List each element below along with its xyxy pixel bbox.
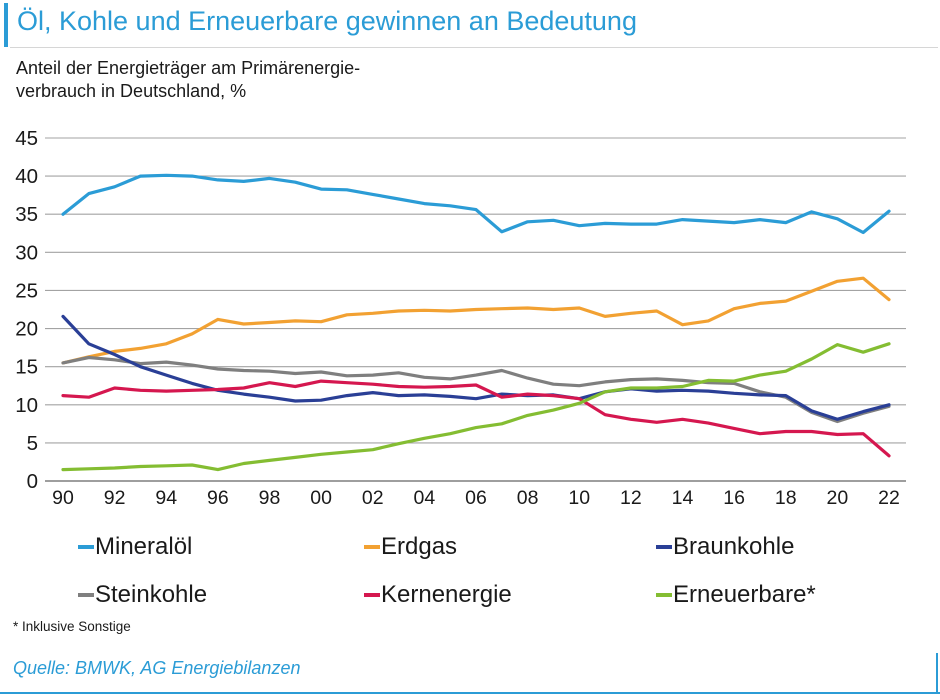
series-line-steinkohle — [61, 355, 891, 424]
y-tick-label-0: 0 — [27, 470, 38, 493]
title-rule — [10, 47, 938, 48]
legend-label-mineral-l: Mineralöl — [95, 533, 193, 560]
x-tick-label-02: 02 — [362, 487, 384, 509]
y-tick-label-10: 10 — [15, 394, 38, 417]
y-tick-label-35: 35 — [15, 203, 38, 226]
chart-subtitle: Anteil der Energieträger am Primärenergi… — [16, 57, 360, 103]
x-tick-label-00: 00 — [310, 487, 332, 509]
y-tick-label-30: 30 — [15, 241, 38, 264]
x-tick-label-98: 98 — [259, 487, 281, 509]
bottom-right-accent — [936, 653, 938, 693]
legend-label-erdgas: Erdgas — [381, 533, 458, 560]
legend-item-steinkohle: Steinkohle — [78, 581, 207, 609]
bottom-rule — [0, 692, 940, 694]
source-caption: Quelle: BMWK, AG Energiebilanzen — [13, 658, 301, 678]
y-tick-label-15: 15 — [15, 356, 38, 379]
subtitle-line-1: Anteil der Energieträger am Primärenergi… — [16, 58, 361, 78]
x-tick-label-18: 18 — [775, 487, 797, 509]
legend-swatch-kernenergie — [364, 593, 380, 597]
series-line-erdgas — [61, 276, 891, 365]
x-tick-label-92: 92 — [104, 487, 126, 509]
y-tick-label-40: 40 — [15, 165, 38, 188]
x-tick-label-96: 96 — [207, 487, 229, 509]
legend-swatch-mineral-l — [78, 545, 94, 549]
legend-swatch-erdgas — [364, 545, 380, 549]
y-tick-label-5: 5 — [27, 432, 38, 455]
series-line-braunkohle — [61, 314, 891, 421]
x-tick-label-90: 90 — [52, 487, 74, 509]
x-tick-label-22: 22 — [878, 487, 900, 509]
legend-item-kernenergie: Kernenergie — [364, 581, 512, 609]
x-tick-label-04: 04 — [414, 487, 436, 509]
x-tick-label-06: 06 — [465, 487, 487, 509]
y-tick-label-25: 25 — [15, 279, 38, 302]
x-tick-label-12: 12 — [620, 487, 642, 509]
series-line-kernenergie — [61, 379, 891, 458]
legend-item-braunkohle: Braunkohle — [656, 533, 794, 561]
footnote: * Inklusive Sonstige — [13, 619, 131, 634]
y-tick-label-45: 45 — [15, 127, 38, 150]
legend-item-erneuerbare: Erneuerbare* — [656, 581, 816, 609]
x-tick-label-08: 08 — [517, 487, 539, 509]
legend-label-steinkohle: Steinkohle — [95, 581, 208, 608]
legend-item-erdgas: Erdgas — [364, 533, 457, 561]
legend-label-erneuerbare: Erneuerbare* — [673, 581, 816, 608]
line-chart: 0 5 10 15 20 25 30 35 40 45 90 92 94 96 98 00 02 04 06 08 10… — [15, 127, 906, 509]
legend-swatch-braunkohle — [656, 545, 672, 549]
legend-swatch-erneuerbare — [656, 593, 672, 597]
subtitle-line-2: verbrauch in Deutschland, % — [16, 81, 247, 101]
x-tick-label-16: 16 — [723, 487, 745, 509]
page-title: Öl, Kohle und Erneuerbare gewinnen an Be… — [17, 6, 637, 36]
legend-label-braunkohle: Braunkohle — [673, 533, 795, 560]
x-tick-label-14: 14 — [672, 487, 694, 509]
x-tick-label-94: 94 — [155, 487, 177, 509]
chart-legend: Mineralöl Erdgas Braunkohle Steinkohle Kerne… — [0, 525, 940, 617]
x-tick-label-10: 10 — [568, 487, 590, 509]
series-line-mineral-l — [61, 173, 891, 235]
series-line-erneuerbare — [61, 342, 891, 472]
title-accent-bar — [4, 3, 8, 47]
legend-label-kernenergie: Kernenergie — [381, 581, 512, 608]
y-tick-label-20: 20 — [15, 318, 38, 341]
legend-item-mineral-l: Mineralöl — [78, 533, 192, 561]
legend-swatch-steinkohle — [78, 593, 94, 597]
x-tick-label-20: 20 — [827, 487, 849, 509]
